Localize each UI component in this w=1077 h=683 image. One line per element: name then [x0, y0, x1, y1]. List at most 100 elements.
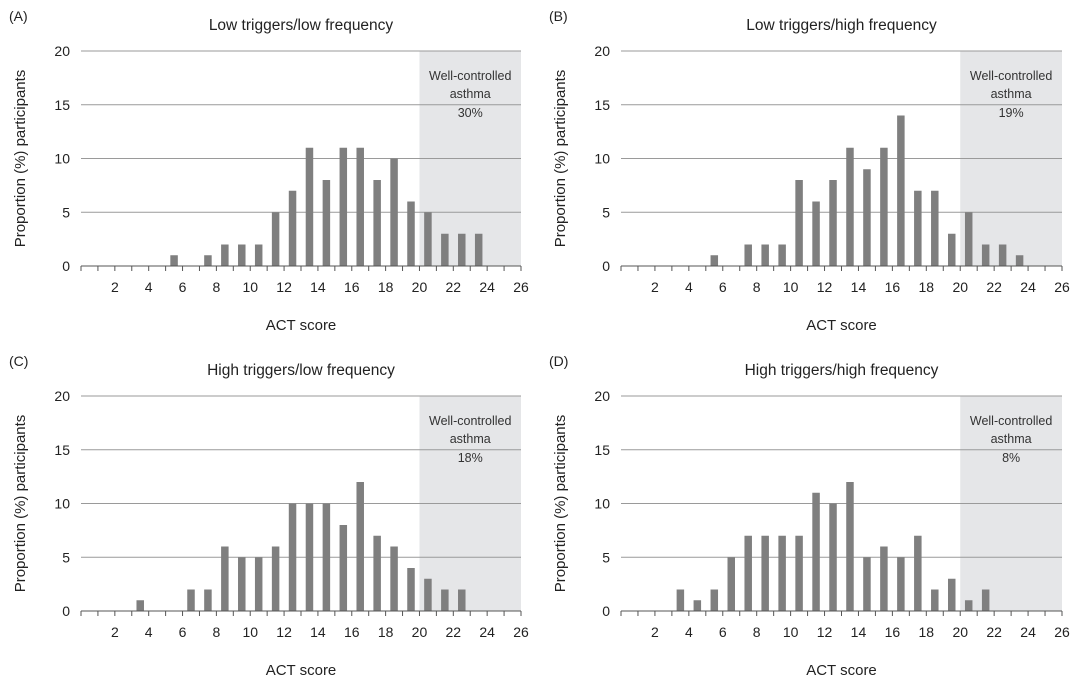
x-tick-label: 16: [344, 624, 360, 640]
bar: [305, 503, 314, 611]
bar: [187, 589, 195, 611]
x-tick-label: 14: [310, 279, 326, 295]
x-tick-label: 12: [276, 624, 292, 640]
bar: [271, 546, 280, 611]
x-tick-label: 22: [446, 279, 462, 295]
bar: [812, 492, 820, 611]
chart-title: Low triggers/high frequency: [746, 17, 937, 34]
bar: [356, 482, 364, 611]
x-tick-label: 22: [446, 624, 462, 640]
x-tick-label: 24: [479, 624, 495, 640]
x-tick-label: 10: [242, 279, 258, 295]
annotation-line-1: Well-controlled: [429, 414, 511, 428]
bar: [948, 578, 956, 611]
annotation-line-1: Well-controlled: [429, 69, 511, 83]
bar: [474, 233, 483, 266]
bar: [254, 557, 263, 611]
x-tick-label: 20: [952, 624, 968, 640]
x-tick-label: 6: [179, 624, 187, 640]
x-tick-label: 14: [851, 624, 867, 640]
bar: [863, 169, 871, 266]
bar: [761, 244, 769, 266]
annotation-percent: 19%: [999, 106, 1024, 120]
x-tick-label: 14: [310, 624, 326, 640]
bar: [914, 190, 922, 266]
bar: [863, 557, 871, 611]
y-tick-label: 20: [54, 388, 70, 404]
bar: [305, 147, 314, 266]
bar: [880, 546, 888, 611]
x-tick-label: 22: [986, 279, 1002, 295]
x-tick-label: 2: [651, 279, 659, 295]
x-tick-label: 10: [783, 279, 799, 295]
bar: [710, 255, 719, 266]
bar: [710, 589, 719, 611]
y-tick-label: 0: [602, 258, 610, 274]
x-tick-label: 20: [412, 279, 428, 295]
bar: [322, 503, 331, 611]
y-tick-label: 10: [594, 496, 610, 512]
annotation-line-2: asthma: [450, 432, 491, 446]
x-tick-label: 4: [145, 279, 153, 295]
y-tick-label: 10: [594, 151, 610, 167]
x-tick-label: 16: [885, 279, 901, 295]
bar: [812, 201, 820, 266]
bar: [288, 503, 297, 611]
y-axis-label: Proportion (%) participants: [552, 70, 569, 248]
x-axis-label: ACT score: [266, 662, 337, 678]
bar: [897, 557, 905, 611]
bar: [390, 546, 398, 611]
y-tick-label: 10: [54, 496, 70, 512]
y-tick-label: 15: [54, 97, 70, 113]
y-axis-label: Proportion (%) participants: [552, 415, 569, 593]
y-tick-label: 5: [62, 549, 70, 565]
bar: [964, 212, 973, 266]
x-tick-label: 24: [1020, 624, 1036, 640]
bar: [170, 255, 178, 266]
bar: [458, 589, 466, 611]
bar: [322, 180, 331, 266]
bar: [727, 557, 735, 611]
x-tick-label: 12: [817, 624, 833, 640]
chart-title: Low triggers/low frequency: [209, 17, 394, 34]
bar: [829, 503, 837, 611]
panel-label: (C): [9, 353, 28, 369]
annotation-line-1: Well-controlled: [970, 414, 1052, 428]
bar: [964, 600, 973, 611]
x-tick-label: 18: [378, 624, 394, 640]
x-axis-label: ACT score: [266, 317, 337, 334]
bar: [778, 244, 786, 266]
x-tick-label: 26: [513, 624, 529, 640]
y-tick-label: 15: [54, 442, 70, 458]
y-axis-label: Proportion (%) participants: [12, 415, 29, 593]
x-tick-label: 2: [111, 624, 119, 640]
x-tick-label: 4: [685, 624, 693, 640]
y-tick-label: 15: [594, 97, 610, 113]
bar: [761, 535, 769, 611]
x-tick-label: 2: [651, 624, 659, 640]
x-tick-label: 8: [212, 624, 220, 640]
y-tick-label: 5: [62, 204, 70, 220]
bar: [914, 535, 922, 611]
x-tick-label: 26: [1054, 279, 1070, 295]
x-tick-label: 18: [919, 624, 935, 640]
x-tick-label: 16: [344, 279, 360, 295]
y-tick-label: 0: [62, 603, 70, 619]
x-tick-label: 16: [885, 624, 901, 640]
bar: [271, 212, 280, 266]
bar: [897, 115, 905, 266]
bar: [441, 589, 449, 611]
x-tick-label: 8: [753, 624, 761, 640]
bar: [744, 535, 752, 611]
bar: [356, 147, 364, 266]
bar: [204, 255, 212, 266]
x-tick-label: 6: [719, 279, 727, 295]
x-tick-label: 6: [719, 624, 727, 640]
annotation-line-1: Well-controlled: [970, 69, 1052, 83]
panel-label: (B): [549, 8, 568, 24]
bar: [441, 233, 449, 266]
annotation-percent: 8%: [1002, 451, 1020, 465]
panel-label: (D): [549, 353, 568, 369]
